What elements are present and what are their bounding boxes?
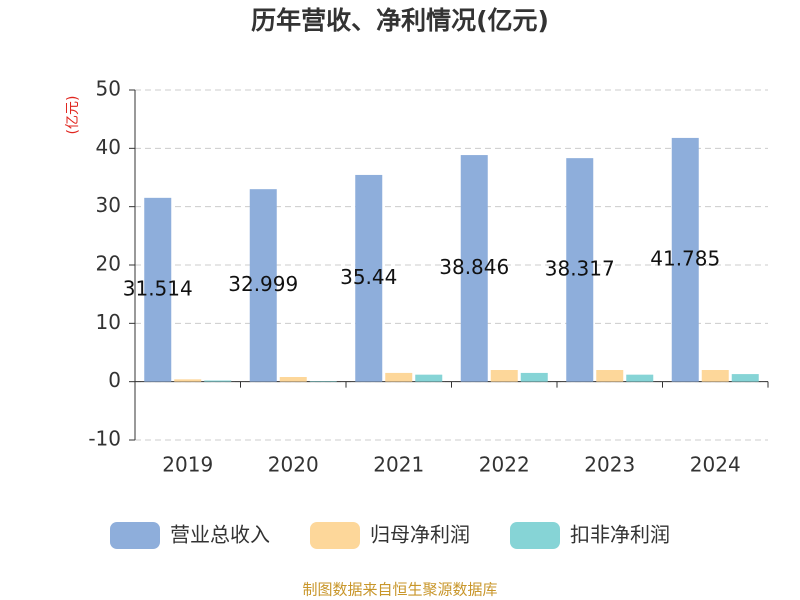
x-tick-label: 2019 bbox=[162, 453, 213, 477]
bar bbox=[626, 374, 654, 382]
bar bbox=[520, 372, 548, 382]
legend-label: 扣非净利润 bbox=[570, 523, 670, 547]
data-label: 38.846 bbox=[439, 255, 509, 279]
bar bbox=[490, 370, 518, 382]
y-axis-label: (亿元) bbox=[65, 96, 81, 135]
bar bbox=[279, 377, 307, 382]
x-tick-label: 2023 bbox=[584, 453, 635, 477]
bar bbox=[731, 374, 759, 382]
data-label: 31.514 bbox=[123, 276, 193, 300]
legend-swatch bbox=[110, 522, 160, 549]
y-tick-label: 10 bbox=[96, 310, 121, 334]
legend-swatch bbox=[510, 522, 560, 549]
bar bbox=[144, 197, 172, 382]
y-tick-label: 40 bbox=[96, 135, 121, 159]
data-label: 32.999 bbox=[228, 272, 298, 296]
bar bbox=[204, 380, 232, 382]
legend-swatch bbox=[310, 522, 360, 549]
y-tick-label: -10 bbox=[88, 427, 121, 451]
data-label: 38.317 bbox=[545, 256, 615, 280]
source-note: 制图数据来自恒生聚源数据库 bbox=[302, 581, 497, 599]
legend-label: 营业总收入 bbox=[170, 523, 270, 547]
x-tick-label: 2020 bbox=[268, 453, 319, 477]
y-tick-label: 50 bbox=[96, 77, 121, 101]
y-tick-label: 0 bbox=[108, 368, 121, 392]
chart-title: 历年营收、净利情况(亿元) bbox=[251, 6, 549, 35]
bar bbox=[460, 155, 488, 382]
bar bbox=[596, 370, 624, 382]
bar bbox=[701, 370, 729, 382]
bar bbox=[566, 158, 594, 382]
y-tick-label: 30 bbox=[96, 193, 121, 217]
bar bbox=[249, 189, 277, 382]
bar bbox=[174, 379, 202, 382]
bar bbox=[355, 174, 383, 382]
legend-label: 归母净利润 bbox=[370, 523, 470, 547]
bar bbox=[671, 137, 699, 382]
bar bbox=[385, 372, 413, 382]
data-label: 35.44 bbox=[340, 265, 397, 289]
x-tick-label: 2021 bbox=[373, 453, 424, 477]
bar bbox=[309, 381, 337, 382]
x-tick-label: 2022 bbox=[479, 453, 530, 477]
x-tick-label: 2024 bbox=[690, 453, 741, 477]
data-label: 41.785 bbox=[650, 246, 720, 270]
bar bbox=[415, 374, 443, 382]
y-tick-label: 20 bbox=[96, 252, 121, 276]
